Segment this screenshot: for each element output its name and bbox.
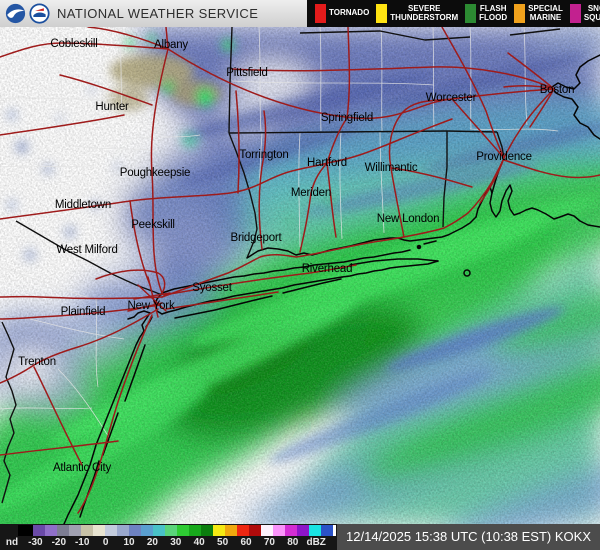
scale-segment	[273, 525, 285, 536]
warning-label: SEVERE THUNDERSTORM	[390, 4, 459, 22]
scale-segment	[225, 525, 237, 536]
scale-tick: 20	[146, 537, 158, 548]
warning-color-swatch	[465, 4, 477, 23]
scale-tick: -10	[74, 537, 90, 548]
scale-segment	[141, 525, 153, 536]
scale-tick: 0	[102, 537, 109, 548]
state-borders	[1, 27, 561, 504]
scale-tick: 80	[287, 537, 299, 548]
scale-segment	[45, 525, 57, 536]
scale-segment	[261, 525, 273, 536]
noaa-logo-icon	[5, 3, 26, 24]
warning-item: SEVERE THUNDERSTORM	[376, 4, 458, 23]
scale-segment	[297, 525, 309, 536]
speckle-light	[0, 27, 600, 524]
warning-item: SNOW SQUALL	[569, 4, 600, 23]
scale-segment	[321, 525, 333, 536]
scale-tick: -20	[51, 537, 67, 548]
scale-segment	[57, 525, 69, 536]
warning-label: TORNADO	[329, 8, 370, 18]
brand: NATIONAL WEATHER SERVICE	[0, 0, 258, 27]
scale-segment	[153, 525, 165, 536]
highways	[0, 27, 600, 514]
scale-segment	[237, 525, 249, 536]
scale-segment	[285, 525, 297, 536]
warning-legend: TORNADO SEVERE THUNDERSTORM FLASH FLOOD SPE…	[307, 0, 600, 27]
scale-segment	[81, 525, 93, 536]
warning-color-swatch	[376, 4, 388, 23]
nws-logo-icon	[29, 3, 50, 24]
reflectivity-scale-ticks: nd -30 -20 -10 0 10 20 30 40 50 60 70 80 dBZ	[0, 536, 337, 550]
radar-image	[0, 27, 600, 524]
warning-item: FLASH FLOOD	[465, 4, 507, 23]
timestamp: 12/14/2025 15:38 UTC (10:38 EST) KOKX	[337, 524, 600, 550]
warning-label: SNOW SQUALL	[583, 4, 600, 22]
warning-label: FLASH FLOOD	[479, 4, 508, 22]
warning-color-swatch	[315, 4, 326, 23]
warning-item: TORNADO	[315, 4, 369, 23]
scale-segment	[129, 525, 141, 536]
scale-tick: 50	[217, 537, 229, 548]
scale-segment	[309, 525, 321, 536]
scale-segment	[333, 525, 336, 536]
header-bar: NATIONAL WEATHER SERVICE TORNADO SEVERE T…	[0, 0, 600, 27]
agency-title: NATIONAL WEATHER SERVICE	[57, 6, 259, 21]
warning-color-swatch	[514, 4, 526, 23]
scale-segment	[177, 525, 189, 536]
scale-segment	[33, 525, 45, 536]
scale-tick: 60	[240, 537, 252, 548]
radar-map: Cobleskill Albany Pittsfield Hunter Worceste…	[0, 27, 600, 524]
scale-tick: 30	[170, 537, 182, 548]
warning-label: SPECIAL MARINE	[528, 4, 563, 22]
scale-segment	[165, 525, 177, 536]
scale-segment	[201, 525, 213, 536]
scale-segment	[93, 525, 105, 536]
scale-segment	[249, 525, 261, 536]
scale-segment	[117, 525, 129, 536]
scale-tick: -30	[28, 537, 43, 548]
scale-segment	[18, 525, 33, 536]
status-bar: nd -30 -20 -10 0 10 20 30 40 50 60 70 80 dBZ 12/14/20…	[0, 524, 600, 550]
scale-segment	[69, 525, 81, 536]
warning-color-swatch	[569, 4, 581, 23]
scale-tick: nd	[5, 537, 19, 548]
scale-tick: 40	[193, 537, 205, 548]
reflectivity-colorbar	[18, 525, 336, 536]
scale-tick: 10	[123, 537, 135, 548]
warning-item: SPECIAL MARINE	[514, 4, 563, 23]
scale-segment	[105, 525, 117, 536]
scale-segment	[189, 525, 201, 536]
scale-tick: dBZ	[306, 537, 326, 548]
scale-segment	[213, 525, 225, 536]
scale-tick: 70	[263, 537, 275, 548]
